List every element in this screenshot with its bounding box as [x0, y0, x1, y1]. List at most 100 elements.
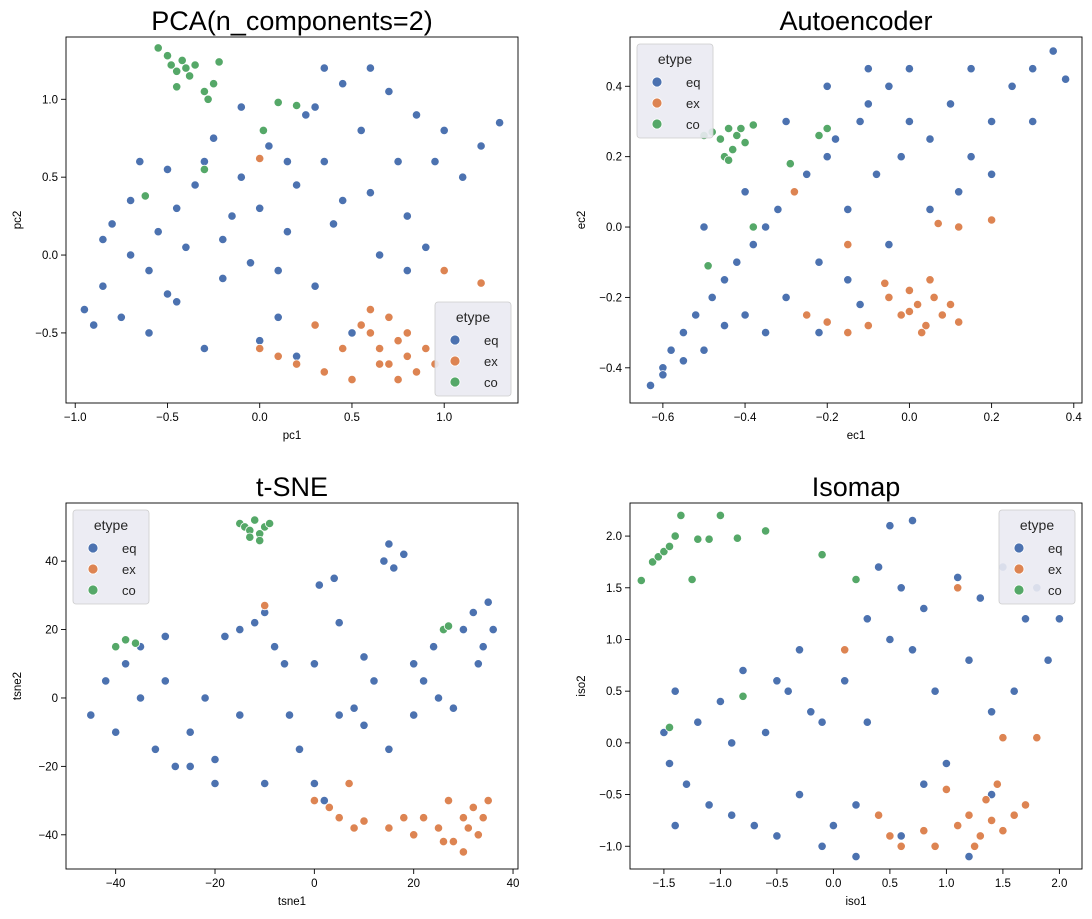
data-point-eq: [1048, 46, 1058, 56]
legend-box: [998, 509, 1076, 605]
data-point-ex: [789, 187, 800, 197]
data-point-eq: [79, 304, 90, 315]
x-tick-label: −0.6: [652, 412, 675, 424]
data-point-eq: [160, 676, 170, 686]
data-point-eq: [170, 761, 180, 772]
data-point-ex: [975, 831, 985, 841]
x-tick-label: 40: [507, 878, 520, 890]
y-tick-label: 0.5: [606, 686, 622, 698]
data-point-eq: [279, 659, 290, 669]
data-point-eq: [255, 203, 265, 213]
data-point-ex: [843, 327, 853, 338]
data-point-co: [258, 125, 268, 135]
data-point-eq: [760, 327, 771, 338]
data-point-eq: [89, 320, 99, 330]
data-point-eq: [1009, 686, 1019, 696]
data-point-ex: [344, 778, 354, 789]
data-point-ex: [986, 815, 997, 826]
x-tick-label: 0.4: [1066, 412, 1083, 424]
data-point-eq: [945, 99, 956, 109]
x-tick-label: −0.2: [816, 412, 839, 424]
data-point-eq: [907, 515, 918, 526]
data-point-ex: [953, 583, 963, 593]
data-point-co: [255, 535, 265, 546]
legend-label-ex: ex: [122, 562, 136, 577]
data-point-ex: [393, 336, 403, 346]
data-point-eq: [319, 795, 329, 806]
data-point-co: [636, 575, 646, 586]
data-point-eq: [781, 116, 791, 127]
chart-panel-2: Autoencoder −0.6 −0.4 −0.2 0.0 0.2 0.4 −0.4 −0.2…: [576, 6, 1083, 442]
data-point-co: [723, 155, 734, 165]
data-point-ex: [896, 841, 906, 851]
chart-title: t-SNE: [256, 472, 328, 502]
scatter-points: [636, 510, 1065, 862]
data-point-eq: [904, 64, 915, 74]
data-point-ex: [953, 820, 963, 831]
legend-label-ex: ex: [484, 354, 498, 369]
data-point-eq: [964, 655, 974, 665]
data-point-eq: [273, 312, 283, 322]
data-point-eq: [111, 727, 121, 737]
data-point-ex: [843, 240, 853, 250]
legend-marker-ex: [449, 355, 461, 367]
data-point-eq: [885, 634, 895, 645]
x-tick-label: 0.5: [344, 412, 360, 424]
data-point-eq: [885, 521, 895, 531]
x-tick-label: 2.0: [1051, 878, 1067, 890]
data-point-eq: [986, 116, 997, 127]
data-point-co: [676, 510, 686, 521]
y-tick-label: 40: [45, 556, 58, 568]
data-point-eq: [658, 370, 668, 380]
data-point-ex: [384, 823, 394, 833]
data-point-eq: [284, 710, 295, 720]
data-point-eq: [863, 64, 873, 74]
legend-marker-eq: [1013, 542, 1025, 554]
plot-frame: [629, 36, 1083, 404]
data-point-eq: [693, 717, 703, 727]
data-point-eq: [748, 240, 758, 250]
data-point-eq: [975, 593, 985, 603]
chart-panel-1: PCA(n_components=2) −1.0 −0.5 0.0 0.5 1.0 −0.5…: [12, 6, 519, 442]
x-tick-label: 0.5: [882, 878, 898, 890]
data-point-eq: [291, 351, 302, 361]
y-tick-label: −0.4: [599, 363, 622, 375]
data-point-eq: [430, 157, 440, 167]
data-point-ex: [998, 826, 1008, 836]
data-point-eq: [374, 250, 385, 260]
data-point-eq: [681, 779, 692, 789]
data-point-co: [715, 134, 726, 144]
data-point-eq: [172, 203, 182, 213]
data-point-co: [760, 526, 771, 536]
data-point-eq: [814, 327, 824, 338]
data-point-co: [214, 57, 224, 67]
legend: etype eq ex co: [636, 43, 714, 139]
data-point-eq: [727, 810, 737, 820]
scatter-points: [86, 515, 498, 857]
data-point-eq: [309, 659, 319, 669]
data-point-eq: [1043, 655, 1053, 665]
data-point-eq: [806, 707, 816, 717]
data-point-eq: [328, 219, 339, 229]
data-point-ex: [255, 153, 265, 164]
data-point-ex: [933, 218, 943, 229]
data-point-eq: [144, 328, 154, 338]
data-point-eq: [862, 614, 872, 624]
data-point-eq: [199, 157, 209, 167]
data-point-eq: [1054, 614, 1065, 624]
data-point-ex: [365, 304, 375, 315]
data-point-ex: [255, 343, 265, 354]
x-axis-label: iso1: [845, 896, 866, 908]
data-point-eq: [433, 693, 444, 703]
data-point-co: [822, 123, 832, 134]
chart-title: Autoencoder: [779, 6, 932, 36]
data-point-eq: [896, 831, 906, 841]
data-point-eq: [814, 257, 824, 267]
data-point-eq: [98, 281, 108, 291]
data-point-co: [748, 120, 758, 130]
x-tick-label: 1.5: [995, 878, 1011, 890]
data-point-eq: [760, 727, 771, 738]
data-point-ex: [1020, 800, 1031, 810]
legend-label-ex: ex: [686, 96, 700, 111]
y-tick-label: 0.0: [42, 250, 58, 262]
